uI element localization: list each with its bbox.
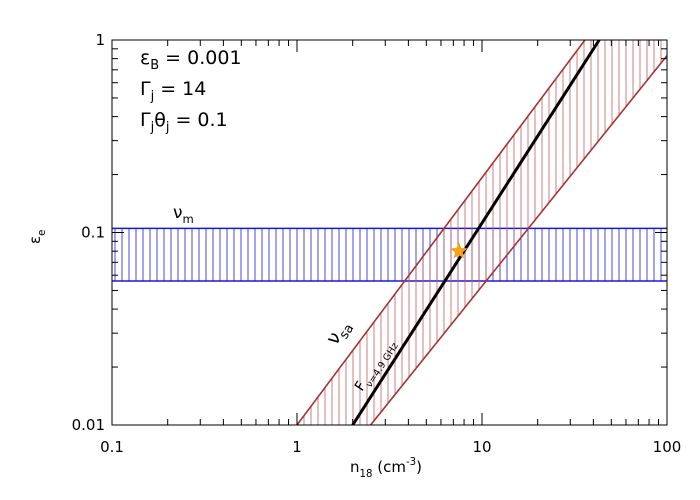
annotation-part: Γ: [140, 109, 151, 131]
annotation: Γjθj = 0.1: [140, 109, 228, 135]
band-label: νm: [173, 203, 194, 226]
x-axis-label-part: -3: [406, 457, 416, 468]
x-axis-label-part: ): [416, 458, 422, 476]
y-tick-label: 1: [95, 31, 105, 49]
band-hatch: [112, 228, 667, 281]
y-axis-label-part: e: [37, 230, 48, 236]
annotation-part: j: [165, 120, 170, 135]
region-label-part: sa: [337, 322, 358, 342]
x-axis-label-part: (cm: [372, 458, 405, 476]
band-label-part: ν: [173, 203, 183, 223]
x-axis-label-part: 18: [360, 469, 373, 480]
plot-area: [112, 40, 667, 425]
annotation-part: θ: [154, 109, 166, 131]
annotation: Γj = 14: [140, 78, 206, 104]
x-tick-label: 100: [653, 438, 682, 456]
series-line: [369, 55, 667, 425]
annotation-part: B: [150, 58, 159, 73]
series-line: [296, 40, 586, 425]
series-line: [351, 40, 601, 425]
x-axis-label-part: n: [350, 458, 360, 476]
annotation: εB = 0.001: [140, 47, 242, 73]
y-tick-label: 0.1: [81, 224, 105, 242]
annotation-part: = 0.1: [169, 109, 227, 131]
annotation-part: j: [150, 120, 155, 135]
x-tick-label: 1: [292, 438, 302, 456]
y-axis-label: εe: [26, 230, 48, 244]
x-axis-label: n18 (cm-3): [350, 457, 422, 480]
star-marker: [450, 242, 468, 259]
annotation-part: = 14: [154, 78, 206, 100]
x-tick-label: 0.1: [100, 438, 124, 456]
y-axis-label-part: ε: [26, 236, 44, 244]
y-tick-label: 0.01: [72, 416, 105, 434]
annotation-part: Γ: [140, 78, 151, 100]
annotation-part: = 0.001: [159, 47, 241, 69]
band-label-part: m: [183, 212, 194, 226]
region-hatch: [297, 40, 667, 425]
x-tick-label: 10: [472, 438, 491, 456]
region-label: νsa: [322, 316, 358, 351]
annotation-part: ε: [140, 47, 150, 69]
annotation-part: j: [150, 89, 155, 104]
